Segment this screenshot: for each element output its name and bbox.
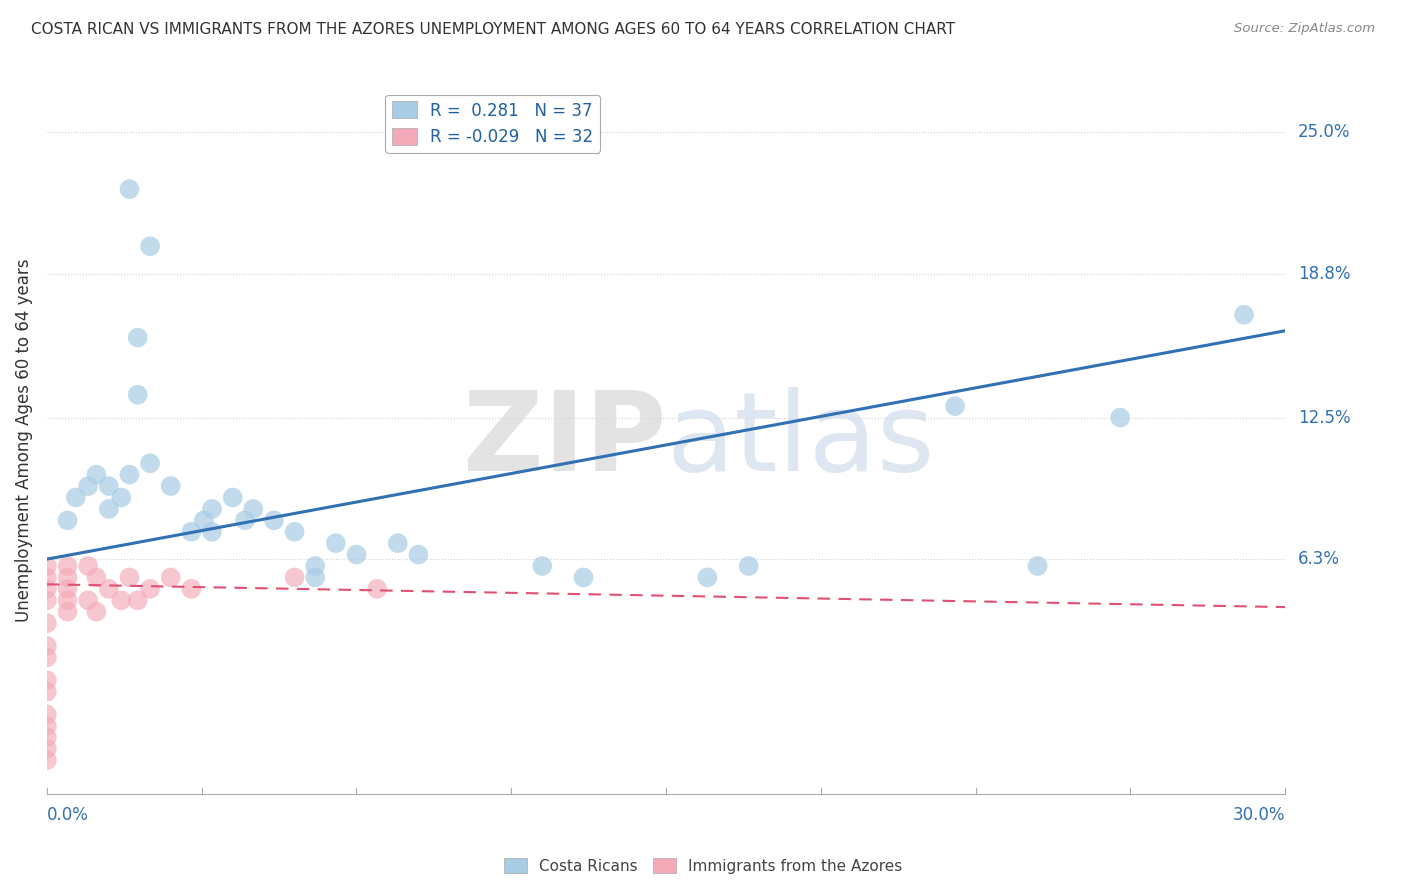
Point [284,524,307,539]
Point [35,673,58,688]
Point [304,559,326,574]
Point [346,548,368,562]
Point [1026,559,1049,574]
Point [35,650,58,665]
Point [56,605,79,619]
Point [77,559,100,574]
Point [180,582,202,596]
Point [56,582,79,596]
Point [65,491,87,505]
Point [1233,308,1256,322]
Point [110,593,132,607]
Point [35,741,58,756]
Point [35,593,58,607]
Point [201,502,224,516]
Point [35,684,58,698]
Point [1109,410,1132,425]
Text: COSTA RICAN VS IMMIGRANTS FROM THE AZORES UNEMPLOYMENT AMONG AGES 60 TO 64 YEARS: COSTA RICAN VS IMMIGRANTS FROM THE AZORE… [31,22,955,37]
Point [325,536,347,550]
Point [35,707,58,722]
Point [263,513,285,527]
Text: 18.8%: 18.8% [1298,265,1350,283]
Text: Source: ZipAtlas.com: Source: ZipAtlas.com [1234,22,1375,36]
Point [35,731,58,745]
Point [159,570,181,584]
Text: 25.0%: 25.0% [1298,123,1350,141]
Point [127,593,149,607]
Point [56,593,79,607]
Point [572,570,595,584]
Point [943,399,966,413]
Point [221,491,243,505]
Point [35,753,58,767]
Point [35,719,58,733]
Point [35,616,58,631]
Point [366,582,388,596]
Point [139,456,162,470]
Point [387,536,409,550]
Point [737,559,759,574]
Point [531,559,554,574]
Point [77,479,100,493]
Point [127,387,149,401]
Point [35,559,58,574]
Point [56,570,79,584]
Point [56,513,79,527]
Legend: R =  0.281   N = 37, R = -0.029   N = 32: R = 0.281 N = 37, R = -0.029 N = 32 [385,95,600,153]
Text: 30.0%: 30.0% [1233,805,1285,824]
Text: 6.3%: 6.3% [1298,550,1340,568]
Text: 12.5%: 12.5% [1298,409,1350,426]
Point [86,467,108,482]
Point [284,570,307,584]
Point [242,502,264,516]
Point [118,570,141,584]
Point [35,582,58,596]
Point [304,570,326,584]
Point [127,330,149,344]
Point [35,639,58,653]
Text: 0.0%: 0.0% [46,805,89,824]
Point [696,570,718,584]
Point [97,582,120,596]
Point [86,570,108,584]
Point [139,239,162,253]
Text: ZIP: ZIP [463,387,666,494]
Point [35,570,58,584]
Point [86,605,108,619]
Point [408,548,430,562]
Point [56,559,79,574]
Y-axis label: Unemployment Among Ages 60 to 64 years: Unemployment Among Ages 60 to 64 years [15,259,32,622]
Point [201,524,224,539]
Point [118,467,141,482]
Point [110,491,132,505]
Point [233,513,256,527]
Point [118,182,141,196]
Legend: Costa Ricans, Immigrants from the Azores: Costa Ricans, Immigrants from the Azores [498,852,908,880]
Point [193,513,215,527]
Point [97,479,120,493]
Point [159,479,181,493]
Text: atlas: atlas [666,387,935,494]
Point [77,593,100,607]
Point [139,582,162,596]
Point [180,524,202,539]
Point [97,502,120,516]
